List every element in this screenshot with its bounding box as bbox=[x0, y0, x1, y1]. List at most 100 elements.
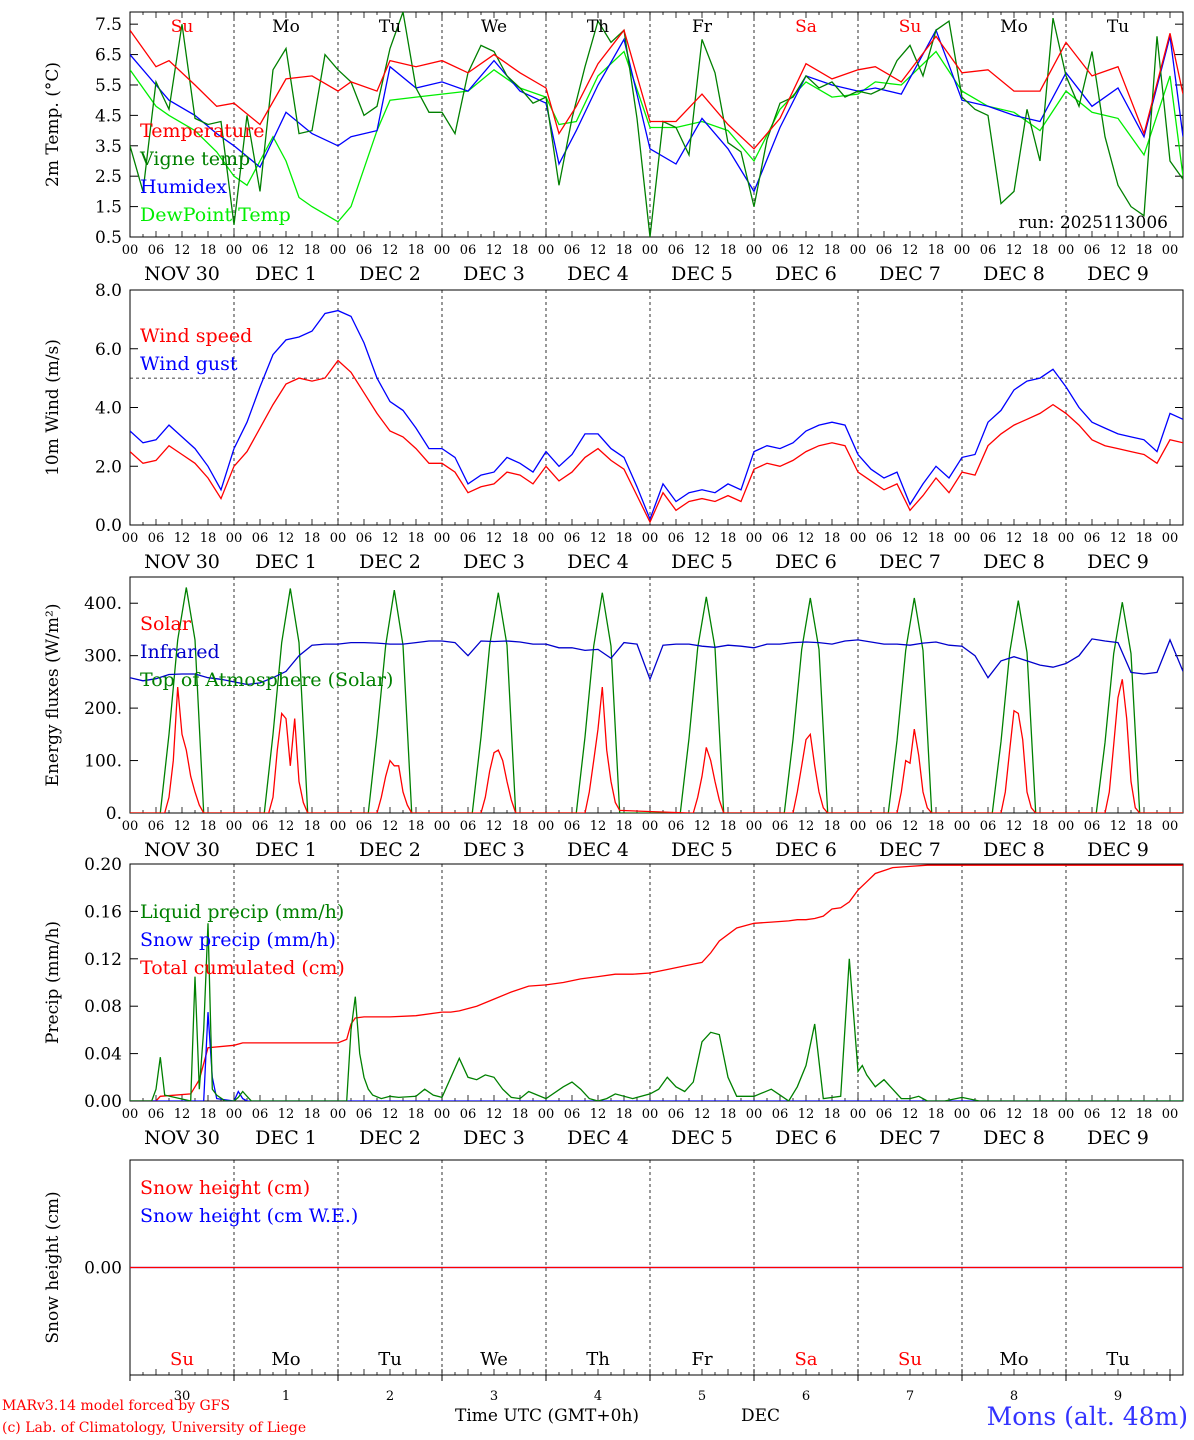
hour-tick-label: 06 bbox=[148, 1107, 165, 1122]
hour-tick-label: 00 bbox=[850, 243, 867, 258]
date-label: DEC 7 bbox=[879, 839, 941, 861]
day-number-label: 9 bbox=[1114, 1389, 1122, 1404]
hour-tick-label: 12 bbox=[174, 243, 191, 258]
panel-snow: 0.00 Snow height (cm) Snow height (cm) Snow… bbox=[43, 1159, 1184, 1404]
date-label: DEC 8 bbox=[983, 839, 1045, 861]
hour-tick-label: 12 bbox=[1110, 1107, 1127, 1122]
hour-tick-label: 06 bbox=[252, 1107, 269, 1122]
hour-tick-label: 18 bbox=[1136, 243, 1153, 258]
hour-tick-label: 12 bbox=[798, 531, 815, 546]
y-tick-label: 0.0 bbox=[95, 516, 122, 536]
panel-wind: 0.0 2.0 4.0 6.0 8.0 10m Wind (m/s) Wind speed W… bbox=[43, 281, 1184, 573]
hour-tick-label: 18 bbox=[1136, 531, 1153, 546]
hour-tick-label: 00 bbox=[850, 819, 867, 834]
hour-tick-label: 00 bbox=[1058, 531, 1075, 546]
hour-tick-label: 12 bbox=[278, 819, 295, 834]
hour-tick-label: 18 bbox=[720, 819, 737, 834]
y-tick-label: 2.0 bbox=[95, 457, 122, 477]
hour-tick-label: 00 bbox=[538, 819, 555, 834]
hour-tick-label: 00 bbox=[330, 1107, 347, 1122]
y-tick-label: 3.5 bbox=[95, 137, 122, 157]
hour-tick-label: 12 bbox=[902, 531, 919, 546]
legend-entry: Snow height (cm) bbox=[140, 1177, 310, 1199]
hour-tick-label: 12 bbox=[382, 243, 399, 258]
day-of-week-label: Su bbox=[171, 17, 194, 37]
day-of-week-label: Mo bbox=[272, 17, 300, 37]
panel-frame bbox=[129, 289, 1184, 526]
day-of-week-label: Su bbox=[170, 1349, 194, 1370]
hour-tick-label: 06 bbox=[876, 1107, 893, 1122]
date-label: DEC 3 bbox=[463, 551, 525, 573]
date-label: DEC 2 bbox=[359, 551, 421, 573]
day-of-week-label: Tu bbox=[378, 1349, 402, 1370]
hour-tick-label: 06 bbox=[772, 243, 789, 258]
date-label: NOV 30 bbox=[144, 551, 220, 573]
hour-tick-label: 06 bbox=[148, 531, 165, 546]
hour-tick-label: 00 bbox=[330, 243, 347, 258]
series-wind-gust bbox=[130, 309, 1183, 521]
day-of-week-label: Su bbox=[899, 17, 922, 37]
hour-tick-label: 18 bbox=[616, 819, 633, 834]
hour-tick-label: 00 bbox=[1162, 243, 1179, 258]
hour-tick-label: 00 bbox=[1162, 531, 1179, 546]
hour-tick-label: 00 bbox=[434, 1107, 451, 1122]
hour-tick-label: 12 bbox=[1110, 531, 1127, 546]
hour-tick-label: 06 bbox=[252, 243, 269, 258]
hour-tick-label: 00 bbox=[746, 531, 763, 546]
hour-tick-label: 06 bbox=[980, 819, 997, 834]
hour-tick-label: 06 bbox=[564, 531, 581, 546]
day-of-week-label: Sa bbox=[794, 1349, 817, 1370]
hour-tick-label: 12 bbox=[382, 1107, 399, 1122]
series-solar bbox=[130, 679, 1183, 813]
y-tick-label: 6.0 bbox=[95, 340, 122, 360]
hour-tick-label: 18 bbox=[824, 1107, 841, 1122]
y-tick-label: 0.00 bbox=[84, 1259, 122, 1279]
hour-tick-label: 00 bbox=[642, 819, 659, 834]
hour-tick-label: 12 bbox=[694, 1107, 711, 1122]
hour-tick-label: 12 bbox=[1006, 531, 1023, 546]
hour-tick-label: 06 bbox=[876, 243, 893, 258]
date-label: DEC 2 bbox=[359, 839, 421, 861]
y-axis-title: Energy fluxes (W/m²) bbox=[43, 604, 63, 787]
hour-tick-label: 12 bbox=[1110, 819, 1127, 834]
hour-tick-label: 18 bbox=[720, 243, 737, 258]
hour-tick-label: 18 bbox=[824, 819, 841, 834]
date-label: DEC 3 bbox=[463, 263, 525, 285]
date-label: DEC 1 bbox=[255, 839, 317, 861]
date-label: DEC 2 bbox=[359, 263, 421, 285]
legend-entry: DewPoint Temp bbox=[140, 204, 291, 226]
y-tick-label: 0.5 bbox=[95, 228, 122, 248]
hour-tick-label: 06 bbox=[772, 819, 789, 834]
hour-tick-label: 18 bbox=[1136, 1107, 1153, 1122]
month-label: DEC bbox=[741, 1406, 781, 1426]
date-label: DEC 8 bbox=[983, 263, 1045, 285]
date-label: DEC 8 bbox=[983, 1127, 1045, 1149]
hour-tick-label: 18 bbox=[928, 531, 945, 546]
hour-tick-label: 18 bbox=[304, 1107, 321, 1122]
date-label: DEC 4 bbox=[567, 551, 629, 573]
series-temperature bbox=[130, 28, 1183, 150]
day-of-week-label: Th bbox=[586, 1349, 610, 1370]
station-label: Mons (alt. 48m) bbox=[986, 1402, 1188, 1431]
date-label: DEC 1 bbox=[255, 263, 317, 285]
date-label: DEC 1 bbox=[255, 1127, 317, 1149]
hour-tick-label: 18 bbox=[824, 531, 841, 546]
date-label: DEC 6 bbox=[775, 551, 837, 573]
hour-tick-label: 12 bbox=[174, 531, 191, 546]
hour-tick-label: 18 bbox=[304, 819, 321, 834]
hour-tick-label: 18 bbox=[200, 243, 217, 258]
hour-tick-label: 18 bbox=[200, 1107, 217, 1122]
hour-tick-label: 18 bbox=[200, 531, 217, 546]
hour-tick-label: 18 bbox=[512, 819, 529, 834]
hour-tick-label: 00 bbox=[226, 243, 243, 258]
hour-tick-label: 12 bbox=[902, 1107, 919, 1122]
hour-tick-label: 06 bbox=[564, 819, 581, 834]
hour-tick-label: 06 bbox=[356, 243, 373, 258]
y-tick-label: 400. bbox=[84, 594, 122, 614]
day-of-week-label: Mo bbox=[271, 1349, 300, 1370]
hour-tick-label: 06 bbox=[1084, 531, 1101, 546]
hour-tick-label: 12 bbox=[486, 819, 503, 834]
hour-tick-label: 06 bbox=[772, 531, 789, 546]
series-snow-precip-mm-h- bbox=[130, 1012, 1183, 1101]
hour-tick-label: 00 bbox=[1058, 1107, 1075, 1122]
